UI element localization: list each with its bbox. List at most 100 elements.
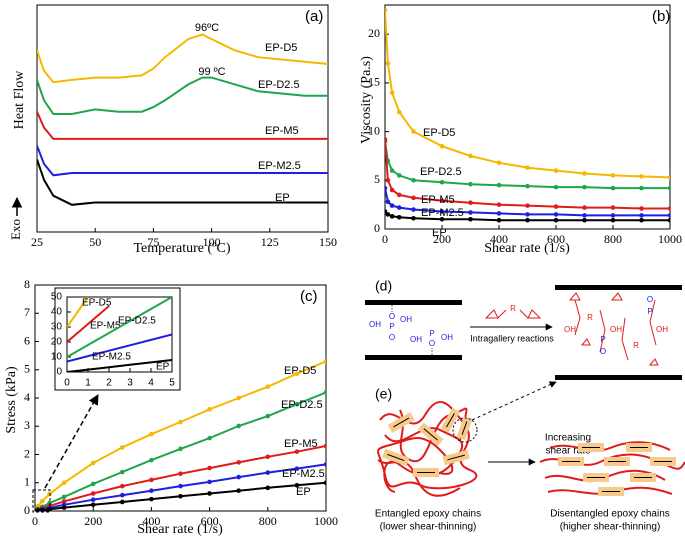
y-tick-label: 4 <box>24 390 30 404</box>
atom: OH <box>369 320 381 329</box>
point <box>525 165 530 170</box>
atom: O <box>647 295 653 304</box>
point <box>120 445 125 450</box>
platelets <box>382 407 473 477</box>
y-tick-label: 10 <box>51 352 63 363</box>
x-tick-label: 600 <box>547 232 565 246</box>
point <box>120 469 125 475</box>
point <box>525 212 530 217</box>
y-tick-label: 0 <box>374 221 380 235</box>
point <box>207 407 212 412</box>
point <box>61 480 67 486</box>
y-tick-label: 5 <box>24 362 30 376</box>
x-axis-label: Shear rate (1/s) <box>484 241 570 256</box>
point <box>582 217 587 223</box>
point <box>323 390 326 395</box>
point <box>385 178 391 183</box>
point <box>265 454 271 460</box>
phosphonate: O P OH OH O O P OH OH <box>369 312 453 348</box>
point <box>389 203 395 208</box>
atom: P <box>429 329 434 338</box>
direction-label: Exo <box>8 219 23 240</box>
y-tick-label: 50 <box>51 292 63 303</box>
series-label: EP-M2.5 <box>421 207 464 219</box>
point <box>439 209 445 214</box>
point <box>553 184 559 190</box>
atom: O <box>389 333 395 342</box>
x-tick-label: 50 <box>89 235 101 249</box>
x-tick-label: 3 <box>127 378 133 389</box>
point <box>610 185 616 191</box>
x-tick-label: 200 <box>84 514 102 528</box>
x-tick-label: 125 <box>261 235 279 249</box>
series-label: EP-M2.5 <box>282 468 325 480</box>
atom: R <box>587 313 593 322</box>
point <box>236 488 241 493</box>
series-line <box>67 333 172 363</box>
point <box>396 215 402 220</box>
series-label: EP-D5 <box>423 127 455 139</box>
y-tick-label: 6 <box>24 333 30 347</box>
atom: OH <box>610 325 622 334</box>
point <box>496 211 502 216</box>
panel-label: (a) <box>305 8 323 25</box>
y-tick-label: 40 <box>51 307 63 318</box>
point <box>294 466 300 471</box>
caption: (higher shear-thinning) <box>560 522 661 533</box>
point <box>265 470 271 475</box>
atom: O <box>429 339 435 348</box>
atom: R <box>633 341 639 350</box>
point <box>389 90 395 95</box>
point <box>90 497 96 503</box>
series-line <box>37 111 328 140</box>
y-tick-label: 7 <box>24 305 30 319</box>
point <box>639 174 644 179</box>
y-axis-label: Heat Flow <box>12 70 27 130</box>
point <box>610 217 616 223</box>
y-tick-label: 5 <box>374 172 380 186</box>
point <box>294 371 300 377</box>
x-tick-label: 200 <box>433 232 451 246</box>
point <box>610 205 616 210</box>
x-tick-label: 1000 <box>314 514 338 528</box>
chart: 0 1 2 3 4 501020304050EP-D5EP-M5EP-D2.5EP-M2.… <box>51 287 181 391</box>
y-tick-label: 0 <box>24 503 30 517</box>
annotation: 96ºC <box>195 22 219 34</box>
point <box>178 494 183 499</box>
x-tick-label: 5 <box>169 378 175 389</box>
caption: Disentangled epoxy chains <box>550 509 670 520</box>
series-label: EP-M5 <box>421 194 455 206</box>
point <box>90 481 96 487</box>
point <box>582 184 587 190</box>
point <box>667 185 670 191</box>
point <box>468 210 473 215</box>
point <box>207 479 212 485</box>
x-tick-label: 2 <box>106 378 112 389</box>
point <box>639 185 644 191</box>
series-line <box>67 359 172 372</box>
y-tick-label: 8 <box>24 277 30 291</box>
y-tick-label: 1 <box>24 475 30 489</box>
atom: OH <box>656 325 668 334</box>
point <box>265 485 271 491</box>
point <box>389 168 395 173</box>
point <box>553 204 559 209</box>
point <box>610 173 616 178</box>
point <box>120 483 125 489</box>
series-line <box>385 141 670 190</box>
point <box>667 217 670 223</box>
point <box>639 217 644 223</box>
point <box>61 505 67 510</box>
point <box>439 143 445 149</box>
point <box>468 181 473 187</box>
point <box>667 206 670 211</box>
atom: P <box>600 335 605 344</box>
plate <box>555 285 682 290</box>
x-tick-label: 400 <box>490 232 508 246</box>
y-axis-label: Stress (kPa) <box>4 366 19 434</box>
point <box>385 212 391 217</box>
series-line <box>37 159 328 206</box>
point <box>149 496 154 502</box>
point <box>411 215 416 221</box>
